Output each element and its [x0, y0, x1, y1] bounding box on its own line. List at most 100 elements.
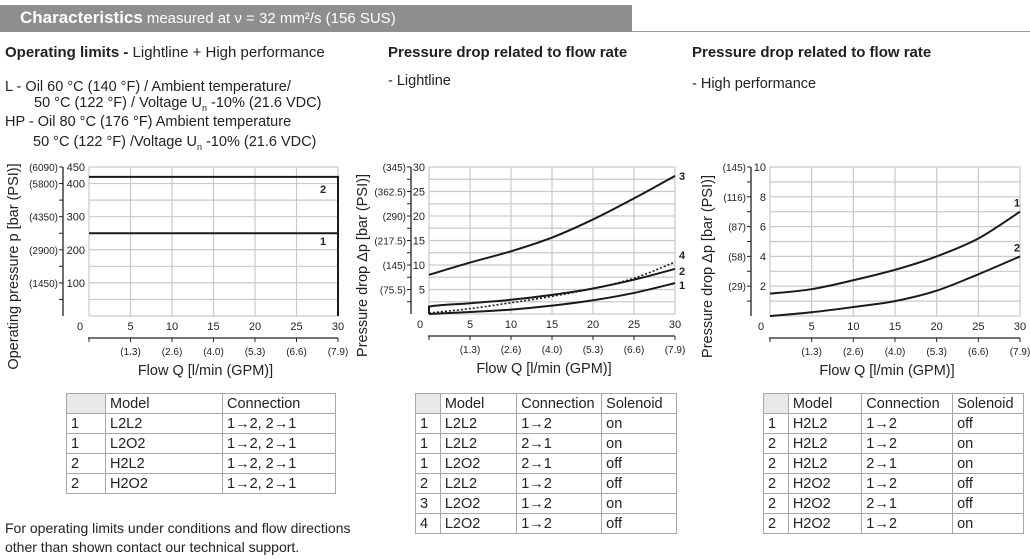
- x-tick-label: 30: [669, 319, 681, 331]
- table-row: 2 H2O2 1→2, 2→1: [66, 473, 336, 494]
- table-cell: 1: [415, 413, 441, 434]
- table-row: 2 H2O2 1→2 on: [763, 513, 1024, 534]
- x-tick-label: 20: [587, 319, 599, 331]
- table-cell: 1: [415, 453, 441, 474]
- table-cell: off: [601, 513, 677, 534]
- y-tick-label-psi: (29): [728, 282, 746, 293]
- table-cell: L2L2: [439, 413, 518, 434]
- x2-tick-label: (5.3): [926, 347, 947, 358]
- y-tick-label-psi: (5800): [29, 180, 58, 191]
- x-tick-label: 20: [931, 321, 943, 333]
- y-tick-label-psi: (116): [723, 193, 746, 204]
- column-header: Solenoid: [952, 393, 1024, 414]
- y-tick-label-bar: 10: [754, 162, 766, 174]
- table-cell: 2→1: [861, 453, 954, 474]
- table-cell: 1→2: [861, 433, 954, 454]
- y-tick-label-bar: 6: [760, 222, 766, 234]
- table-cell: 1→2, 2→1: [222, 453, 336, 474]
- table-cell: 1→2: [516, 513, 603, 534]
- y-tick-label-bar: 300: [67, 212, 85, 224]
- y-tick-label-bar: 2: [760, 281, 766, 293]
- y-tick-label-bar: 4: [760, 251, 766, 263]
- section-header: Characteristics measured at ν = 32 mm²/s …: [0, 5, 632, 32]
- table-cell: H2L2: [105, 453, 223, 474]
- table-row: 2 H2L2 1→2 on: [763, 433, 1024, 454]
- y-tick-label-psi: (4350): [29, 213, 58, 224]
- series-line-2: [769, 255, 1021, 317]
- table-cell: L2L2: [439, 473, 518, 494]
- series-label: 1: [320, 236, 326, 248]
- table-cell: 1→2: [861, 413, 954, 434]
- x-tick-label: 25: [972, 321, 984, 333]
- y-tick-label-psi: (145): [723, 163, 746, 174]
- table-cell: on: [952, 453, 1024, 474]
- x-tick-label: 10: [166, 321, 178, 333]
- header-divider: [632, 31, 1030, 32]
- table-cell: on: [601, 413, 677, 434]
- x-axis-label: Flow Q [l/min (GPM)]: [476, 361, 611, 377]
- table-cell: 1→2: [861, 513, 954, 534]
- table-row: 3 L2O2 1→2 on: [415, 493, 677, 514]
- table-cell: 1: [415, 433, 441, 454]
- series-line-4: [428, 261, 676, 314]
- x-tick-label: 5: [467, 319, 473, 331]
- y-tick-label-bar: 100: [67, 278, 85, 290]
- x2-tick-label: (7.9): [665, 345, 686, 356]
- table-cell: H2O2: [787, 473, 863, 494]
- table-cell: 2: [763, 433, 789, 454]
- column-header: Model: [105, 393, 223, 414]
- table-header-row: Model Connection: [66, 393, 336, 414]
- x2-tick-label: (5.3): [245, 347, 266, 358]
- x2-tick-label: (6.6): [624, 345, 645, 356]
- table-row: 4 L2O2 1→2 off: [415, 513, 677, 534]
- column-header: Model: [439, 393, 518, 414]
- table-cell: on: [952, 513, 1024, 534]
- footnote-line-2: other than shown contact our technical s…: [5, 539, 300, 555]
- x-axis-label: Flow Q [l/min (GPM)]: [138, 363, 273, 379]
- y-tick-label-psi: (217.5): [374, 237, 406, 248]
- table-cell: L2L2: [105, 413, 223, 434]
- table-cell: L2O2: [439, 453, 518, 474]
- table-cell: 4: [415, 513, 441, 534]
- y-tick-label-bar: 450: [67, 162, 85, 174]
- column-header: Connection: [222, 393, 336, 414]
- y-tick-label-bar: 20: [413, 211, 425, 223]
- table-cell: 2→1: [516, 453, 603, 474]
- x2-tick-label: (1.3): [801, 347, 822, 358]
- heading-bold: Operating limits -: [5, 44, 129, 61]
- x-tick-label: 30: [1014, 321, 1026, 333]
- series-label: 2: [320, 184, 326, 196]
- table-row: 2 H2O2 1→2 off: [763, 473, 1024, 494]
- series-label: 2: [1014, 242, 1020, 254]
- table-header-row: Model Connection Solenoid: [415, 393, 677, 414]
- table-row: 1 H2L2 1→2 off: [763, 413, 1024, 434]
- x2-tick-label: (1.3): [120, 347, 141, 358]
- table-cell: 2→1: [861, 493, 954, 514]
- table-cell: 2: [763, 513, 789, 534]
- y-tick-label-psi: (87): [728, 223, 746, 234]
- operating-line-4: 50 °C (122 °F) /Voltage Un -10% (21.6 VD…: [33, 134, 317, 152]
- x2-tick-label: (4.0): [885, 347, 906, 358]
- y-tick-label-bar: 200: [67, 245, 85, 257]
- table-cell: L2O2: [105, 433, 223, 454]
- table-cell: off: [952, 413, 1024, 434]
- y-tick-label-psi: (75.5): [380, 286, 406, 297]
- table-cell: 1: [66, 413, 106, 434]
- x2-tick-label: (4.0): [542, 345, 563, 356]
- y-tick-label-psi: (1450): [29, 279, 58, 290]
- table-row: 1 L2L2 1→2 on: [415, 413, 677, 434]
- y-axis-label: Pressure drop Δp [bar (PSI)]: [355, 174, 371, 357]
- operating-limits-heading: Operating limits - Lightline + High perf…: [5, 44, 325, 61]
- table-cell: 2: [763, 453, 789, 474]
- table-cell: 1: [66, 433, 106, 454]
- table-cell: H2L2: [787, 453, 863, 474]
- y-tick-label-bar: 30: [413, 162, 425, 174]
- x-tick-label: 0: [417, 319, 423, 331]
- operating-limits-table: Model Connection 1 L2L2 1→2, 2→1 1 L2O2 1→2, 2→…: [66, 393, 336, 494]
- series-line-1: [428, 282, 676, 315]
- series-line-2: [428, 267, 676, 314]
- section-title: Characteristics: [20, 8, 143, 27]
- series-line-1: [769, 210, 1021, 295]
